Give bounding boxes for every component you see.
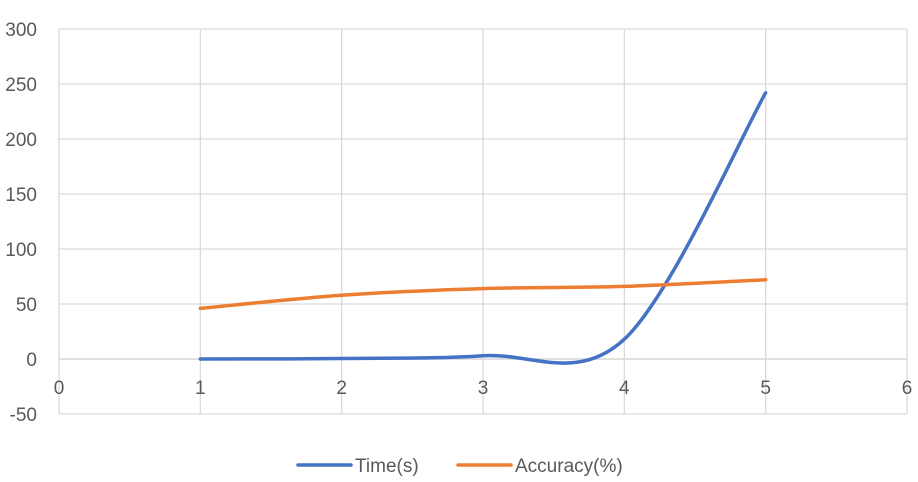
y-tick-label: 50 bbox=[16, 295, 37, 316]
x-tick-label: 6 bbox=[902, 378, 913, 399]
y-tick-label: 200 bbox=[5, 130, 37, 151]
x-tick-label: 0 bbox=[54, 378, 65, 399]
y-tick-label: 100 bbox=[5, 240, 37, 261]
legend-label: Time(s) bbox=[355, 456, 419, 477]
y-tick-label: 0 bbox=[26, 350, 37, 371]
series-line-0 bbox=[198, 91, 768, 365]
series-line-1 bbox=[198, 278, 768, 311]
legend-label: Accuracy(%) bbox=[515, 456, 623, 477]
series-lines bbox=[198, 91, 768, 365]
x-tick-label: 3 bbox=[478, 378, 489, 399]
y-tick-labels: -50 0 50 100 150 200 250 300 bbox=[5, 20, 37, 426]
y-tick-label: 300 bbox=[5, 20, 37, 41]
y-tick-label: 250 bbox=[5, 75, 37, 96]
x-tick-label: 5 bbox=[760, 378, 771, 399]
x-tick-label: 4 bbox=[619, 378, 630, 399]
y-tick-label: 150 bbox=[5, 185, 37, 206]
x-tick-labels: 0 1 2 3 4 5 6 bbox=[54, 378, 913, 399]
x-tick-label: 1 bbox=[195, 378, 206, 399]
y-tick-label: -50 bbox=[10, 405, 37, 426]
legend: Time(s) Accuracy(%) bbox=[296, 456, 623, 477]
x-tick-label: 2 bbox=[336, 378, 347, 399]
